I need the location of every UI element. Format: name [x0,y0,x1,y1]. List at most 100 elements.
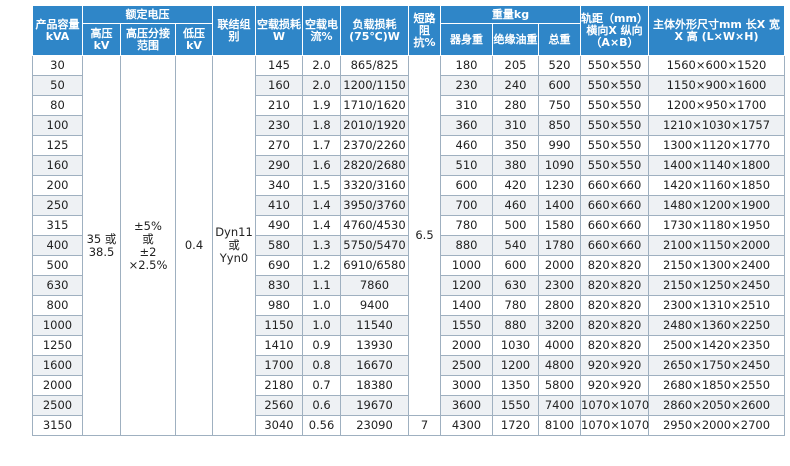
cell: 600 [538,75,581,96]
cell: 2300×1310×2510 [648,295,785,316]
cell: 780 [440,215,493,236]
cell: 880 [440,235,493,256]
cell: 1300×1120×1770 [648,135,785,156]
cell: 9400 [340,295,409,316]
cell: 1.5 [302,175,341,196]
cell: 1210×1030×1757 [648,115,785,136]
header-cell: 器身重 [440,23,493,56]
table-row: 2000 2180 0.7 18380 3000 1350 5800 920×920 2680×… [32,375,785,396]
table-row: 1600 1700 0.8 16670 2500 1200 4800 920×920 2650×… [32,355,785,376]
cell: 0.6 [302,395,341,416]
cell: 3320/3160 [340,175,409,196]
cell: 250 [32,195,83,216]
cell: 1230 [538,175,581,196]
header-cell: 轨距（mm）横向X 纵向（A×B） [580,5,649,56]
table-row: 1250 1410 0.9 13930 2000 1030 4000 820×820 2500×… [32,335,785,356]
cell: 340 [255,175,303,196]
cell: 630 [492,275,539,296]
cell: 1550 [492,395,539,416]
cell: 1000 [440,255,493,276]
table-row: 3150 3040 0.56 23090 7 4300 1720 8100 1070×1070 2… [32,415,785,436]
header-cell: 额定电压 [82,5,213,24]
cell: 0.56 [302,415,341,436]
cell: 820×820 [580,255,649,276]
cell: 7860 [340,275,409,296]
cell: 820×820 [580,335,649,356]
cell: 230 [255,115,303,136]
cell: 1350 [492,375,539,396]
cell: 1600 [32,355,83,376]
cell: 100 [32,115,83,136]
cell: 1.8 [302,115,341,136]
cell: 800 [32,295,83,316]
cell: 1410 [255,335,303,356]
cell: 2180 [255,375,303,396]
cell: 290 [255,155,303,176]
cell-line: 38.5 [88,244,115,259]
cell: 0.8 [302,355,341,376]
cell: 315 [32,215,83,236]
cell: 16670 [340,355,409,376]
cell: 1.2 [302,255,341,276]
cell: 2500 [32,395,83,416]
cell: 2560 [255,395,303,416]
cell: 2150×1250×2450 [648,275,785,296]
cell: 820×820 [580,295,649,316]
cell: 2500×1420×2350 [648,335,785,356]
cell: 850 [538,115,581,136]
cell: 1.1 [302,275,341,296]
cell: 1730×1180×1950 [648,215,785,236]
cell: 1480×1200×1900 [648,195,785,216]
cell: 3040 [255,415,303,436]
cell: 160 [255,75,303,96]
cell: 1780 [538,235,581,256]
cell: 660×660 [580,215,649,236]
cell: 380 [492,155,539,176]
cell: 1150 [255,315,303,336]
cell: 2.0 [302,75,341,96]
cell: 1.7 [302,135,341,156]
cell: 180 [440,55,493,76]
cell: 205 [492,55,539,76]
cell: 1070×1070 [580,395,649,416]
cell: 145 [255,55,303,76]
cell: 420 [492,175,539,196]
cell: 1200/1150 [340,75,409,96]
cell: 3600 [440,395,493,416]
cell: 1200×950×1700 [648,95,785,116]
cell: 2680×1850×2550 [648,375,785,396]
cell: 550×550 [580,155,649,176]
cell: 600 [492,255,539,276]
cell: 630 [32,275,83,296]
cell: 125 [32,135,83,156]
cell: 80 [32,95,83,116]
cell: 2000 [440,335,493,356]
cell: 270 [255,135,303,156]
cell: 750 [538,95,581,116]
cell: 200 [32,175,83,196]
cell: 990 [538,135,581,156]
table-row: 800 980 1.0 9400 1400 780 2800 820×820 2300×1310… [32,295,785,316]
cell: 13930 [340,335,409,356]
cell: 1070×1070 [580,415,649,436]
cell: 920×920 [580,355,649,376]
cell: 1.4 [302,195,341,216]
cell: 490 [255,215,303,236]
cell: 880 [492,315,539,336]
cell: 1400 [538,195,581,216]
cell: 1.4 [302,215,341,236]
cell: 1420×1160×1850 [648,175,785,196]
cell: 920×920 [580,375,649,396]
cell-line: 35 或 [86,231,117,246]
cell: 820×820 [580,315,649,336]
header-cell: 空载损耗W [255,5,303,56]
cell: 520 [538,55,581,76]
cell: 0.9 [302,335,341,356]
cell: 4300 [440,415,493,436]
cell: 1200 [492,355,539,376]
cell-line: Dyn11 [215,225,253,239]
header-cell: 高压kV [82,23,121,56]
cell: 460 [440,135,493,156]
header-cell: 高压分接范围 [120,23,176,56]
header-cell: 短路阻抗% [408,5,441,56]
